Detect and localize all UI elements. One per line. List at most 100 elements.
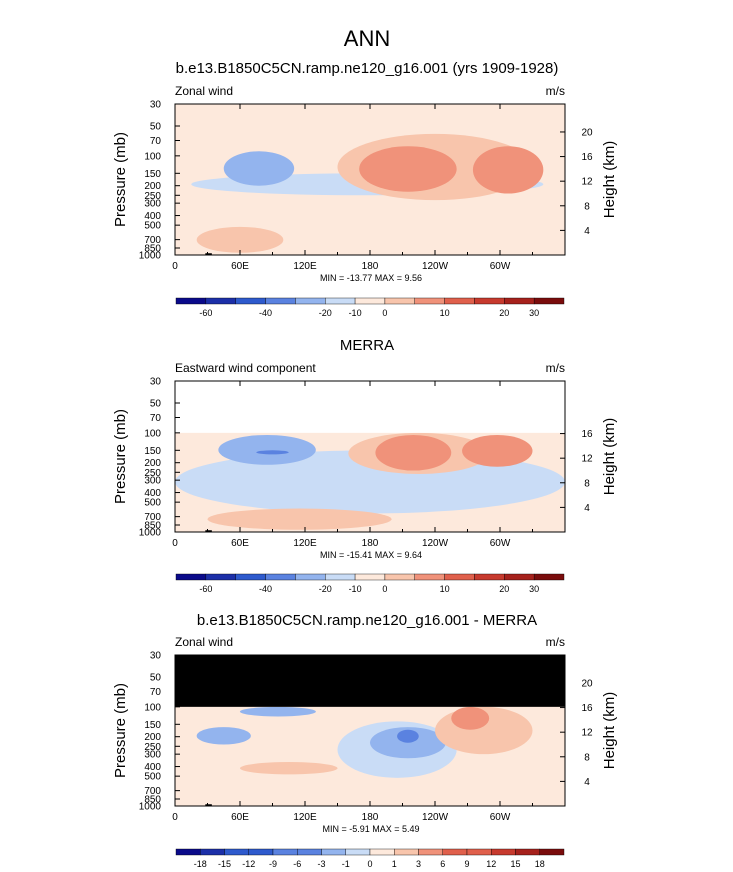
units-label: m/s (546, 361, 565, 375)
colorbar: -18 -15 -12 -9 -6 -3 -1 0 1 3 6 9 12 15 18 (175, 848, 565, 869)
y-tick-label: 30 (150, 100, 162, 111)
variable-label: Zonal wind (175, 635, 233, 649)
y-tick-label: 50 (150, 121, 162, 132)
y-tick-label: 250 (144, 191, 161, 202)
colorbar-label: -20 (319, 308, 332, 318)
panel-2: MERRA Eastward wind component m/s 0 60E 120E 1… (112, 337, 618, 594)
contour-region (207, 508, 392, 530)
masked-region (175, 655, 565, 707)
colorbar-label: -18 (194, 859, 207, 869)
colorbar-box (504, 297, 535, 305)
y-tick-label: 300 (144, 750, 161, 761)
y-tick-label: 400 (144, 211, 161, 222)
colorbar-label: -15 (218, 859, 231, 869)
contour-region (223, 151, 295, 186)
colorbar-box (175, 297, 207, 305)
y-tick-label: 150 (144, 169, 161, 180)
right-axis-label: Height (km) (601, 141, 618, 219)
height-tick-label: 20 (581, 127, 593, 138)
y-tick-label: 300 (144, 476, 161, 487)
x-tick-label: 120W (422, 261, 449, 272)
y-tick-label: 400 (144, 762, 161, 773)
colorbar-label: 3 (416, 859, 421, 869)
colorbar-box (297, 848, 322, 856)
colorbar-box (474, 297, 505, 305)
colorbar-box (272, 848, 298, 856)
colorbar-box (235, 573, 266, 581)
y-tick-label: 500 (144, 498, 161, 509)
colorbar-label: 20 (499, 308, 509, 318)
x-tick-label: 0 (172, 812, 178, 823)
colorbar-box (248, 848, 274, 856)
height-tick-label: 4 (584, 777, 590, 788)
x-tick-label: 60W (490, 812, 511, 823)
y-tick-label: 1000 (139, 802, 162, 813)
y-tick-label: 700 (144, 786, 161, 797)
right-axis-label: Height (km) (601, 692, 618, 770)
x-tick-label: 180 (362, 812, 379, 823)
y-tick-label: 400 (144, 488, 161, 499)
colorbar-label: 1 (392, 859, 397, 869)
colorbar-box (205, 573, 236, 581)
x-tick-label: 60E (231, 538, 249, 549)
colorbar-label: 10 (440, 584, 450, 594)
colorbar-box (295, 573, 326, 581)
units-label: m/s (546, 635, 565, 649)
variable-label: Zonal wind (175, 84, 233, 98)
colorbar-box (414, 573, 445, 581)
y-tick-label: 50 (150, 672, 162, 683)
y-tick-label: 100 (144, 702, 161, 713)
y-tick-label: 70 (150, 687, 162, 698)
height-tick-label: 16 (581, 152, 593, 163)
y-tick-label: 250 (144, 742, 161, 753)
height-tick-label: 4 (584, 226, 590, 237)
colorbar-box (265, 297, 296, 305)
colorbar-box (466, 848, 492, 856)
contour-region (451, 706, 490, 730)
height-tick-label: 16 (581, 429, 593, 440)
colorbar-box (414, 297, 445, 305)
y-tick-label: 70 (150, 136, 162, 147)
x-tick-label: 120E (293, 538, 317, 549)
y-tick-label: 700 (144, 512, 161, 523)
colorbar-box (265, 573, 296, 581)
colorbar-box (384, 573, 415, 581)
contour-region (397, 729, 419, 743)
main-title: ANN (344, 26, 390, 51)
y-axis-label: Pressure (mb) (112, 683, 129, 778)
colorbar: -60 -40 -20 -10 0 10 20 30 (175, 573, 565, 594)
x-tick-label: 120E (293, 812, 317, 823)
y-tick-label: 1000 (139, 251, 162, 262)
colorbar-box (504, 573, 535, 581)
y-tick-label: 70 (150, 413, 162, 424)
colorbar-label: -40 (259, 308, 272, 318)
variable-label: Eastward wind component (175, 361, 316, 375)
height-tick-label: 4 (584, 503, 590, 514)
y-tick-label: 300 (144, 199, 161, 210)
height-tick-label: 8 (584, 752, 590, 763)
panel-title: MERRA (340, 337, 394, 354)
colorbar-label: -1 (342, 859, 350, 869)
colorbar-box (491, 848, 516, 856)
colorbar-box (418, 848, 443, 856)
colorbar-box (533, 297, 565, 305)
colorbar-box (295, 297, 326, 305)
colorbar-label: 30 (529, 584, 539, 594)
colorbar-label: -60 (199, 308, 212, 318)
y-tick-label: 500 (144, 221, 161, 232)
colorbar-box (515, 848, 540, 856)
colorbar-box (325, 573, 356, 581)
y-tick-label: 100 (144, 428, 161, 439)
colorbar-box (394, 848, 419, 856)
y-tick-label: 200 (144, 732, 161, 743)
colorbar-label: 6 (440, 859, 445, 869)
x-tick-label: 60W (490, 538, 511, 549)
y-tick-label: 1000 (139, 528, 162, 539)
x-tick-label: 0 (172, 261, 178, 272)
x-tick-label: 120W (422, 812, 449, 823)
stats-label: MIN = -15.41 MAX = 9.64 (320, 550, 422, 560)
contour-region (472, 146, 544, 194)
colorbar-box (444, 573, 475, 581)
stats-label: MIN = -5.91 MAX = 5.49 (322, 824, 419, 834)
